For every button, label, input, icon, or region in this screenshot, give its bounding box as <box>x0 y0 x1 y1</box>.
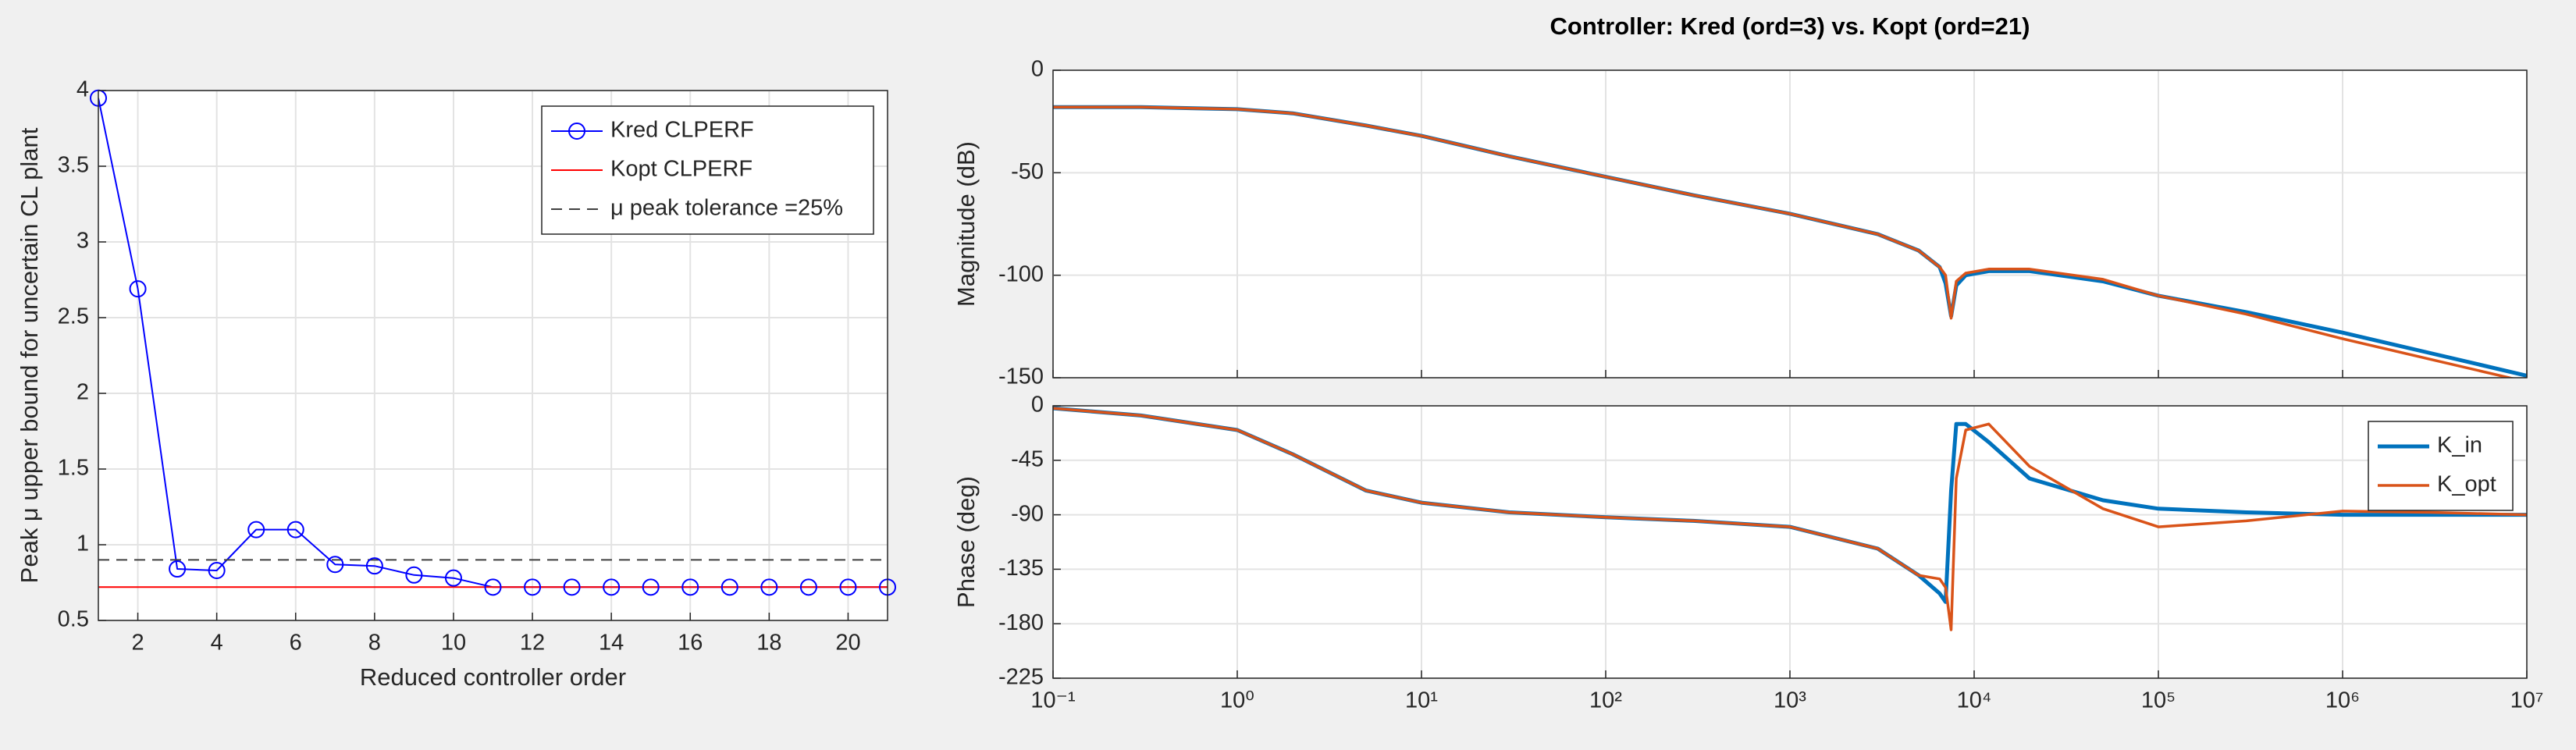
marker <box>524 578 542 596</box>
marker <box>444 569 462 587</box>
legend-box <box>2368 421 2514 511</box>
y-tick-label: 2.5 <box>58 304 89 329</box>
y-tick-label: 3.5 <box>58 153 89 178</box>
series-line <box>1053 407 2527 631</box>
marker <box>642 578 660 596</box>
marker <box>681 578 699 596</box>
y-tick-label: -135 <box>998 556 1044 581</box>
marker <box>603 578 621 596</box>
legend-label: Kopt CLPERF <box>610 157 753 182</box>
y-tick-label: -90 <box>1011 501 1044 526</box>
x-tick-label: 12 <box>520 631 545 656</box>
x-tick-label: 10⁵ <box>2141 688 2176 713</box>
x-tick-label: 10² <box>1589 688 1622 713</box>
marker <box>129 280 147 298</box>
x-tick-label: 10⁴ <box>1957 688 1992 713</box>
marker <box>839 578 857 596</box>
plot-area <box>1053 105 2527 378</box>
x-tick-label: 16 <box>678 631 703 656</box>
marker <box>563 578 581 596</box>
marker <box>169 560 187 578</box>
marker <box>484 578 502 596</box>
marker <box>286 521 304 539</box>
legend-label: μ peak tolerance =25% <box>610 196 843 221</box>
marker <box>799 578 817 596</box>
axes-frame <box>1052 69 2528 379</box>
marker <box>365 557 383 575</box>
y-tick-label: 4 <box>76 77 89 102</box>
y-tick-label: -225 <box>998 665 1044 690</box>
plot-area <box>1053 406 2527 631</box>
y-tick-label: -50 <box>1011 159 1044 184</box>
x-tick-label: 10⁰ <box>1220 688 1254 713</box>
marker <box>247 521 265 539</box>
legend-label: K_opt <box>2437 472 2496 497</box>
y-axis-label: Peak μ upper bound for uncertain CL plan… <box>16 127 43 583</box>
legend-label: Kred CLPERF <box>610 118 754 143</box>
y-axis-label: Magnitude (dB) <box>952 141 980 307</box>
y-tick-label: 0 <box>1031 393 1044 418</box>
marker <box>326 556 344 574</box>
y-tick-label: 0 <box>1031 57 1044 82</box>
x-tick-label: 10¹ <box>1405 688 1438 713</box>
y-tick-label: -180 <box>998 610 1044 635</box>
plot-area <box>98 98 888 588</box>
x-axis-label: Reduced controller order <box>360 663 626 691</box>
y-tick-label: 2 <box>76 380 89 405</box>
x-tick-label: 2 <box>131 631 144 656</box>
y-tick-label: 0.5 <box>58 607 89 632</box>
x-tick-label: 4 <box>211 631 223 656</box>
y-axis-label: Phase (deg) <box>952 476 980 608</box>
y-tick-label: -100 <box>998 261 1044 286</box>
x-tick-label: 10⁻¹ <box>1030 688 1076 713</box>
x-tick-label: 20 <box>835 631 860 656</box>
x-tick-label: 10⁷ <box>2510 688 2544 713</box>
x-tick-label: 14 <box>599 631 624 656</box>
series-line <box>1053 105 2516 378</box>
marker <box>720 578 738 596</box>
legend-label: K_in <box>2437 433 2482 458</box>
axes-frame <box>1052 405 2528 679</box>
chart-title: Controller: Kred (ord=3) vs. Kopt (ord=2… <box>1550 12 2030 40</box>
y-tick-label: -45 <box>1011 446 1044 471</box>
axes-frame <box>98 90 888 621</box>
marker <box>405 566 423 584</box>
legend-marker <box>568 123 585 140</box>
x-tick-label: 18 <box>756 631 781 656</box>
marker <box>760 578 778 596</box>
y-tick-label: 1.5 <box>58 456 89 481</box>
x-tick-label: 6 <box>290 631 302 656</box>
y-tick-label: 1 <box>76 531 89 556</box>
y-tick-label: -150 <box>998 364 1044 389</box>
x-tick-label: 10³ <box>1774 688 1806 713</box>
x-tick-label: 8 <box>368 631 381 656</box>
x-tick-label: 10 <box>441 631 466 656</box>
y-tick-label: 3 <box>76 229 89 254</box>
x-tick-label: 10⁶ <box>2325 688 2360 713</box>
marker <box>208 561 226 579</box>
